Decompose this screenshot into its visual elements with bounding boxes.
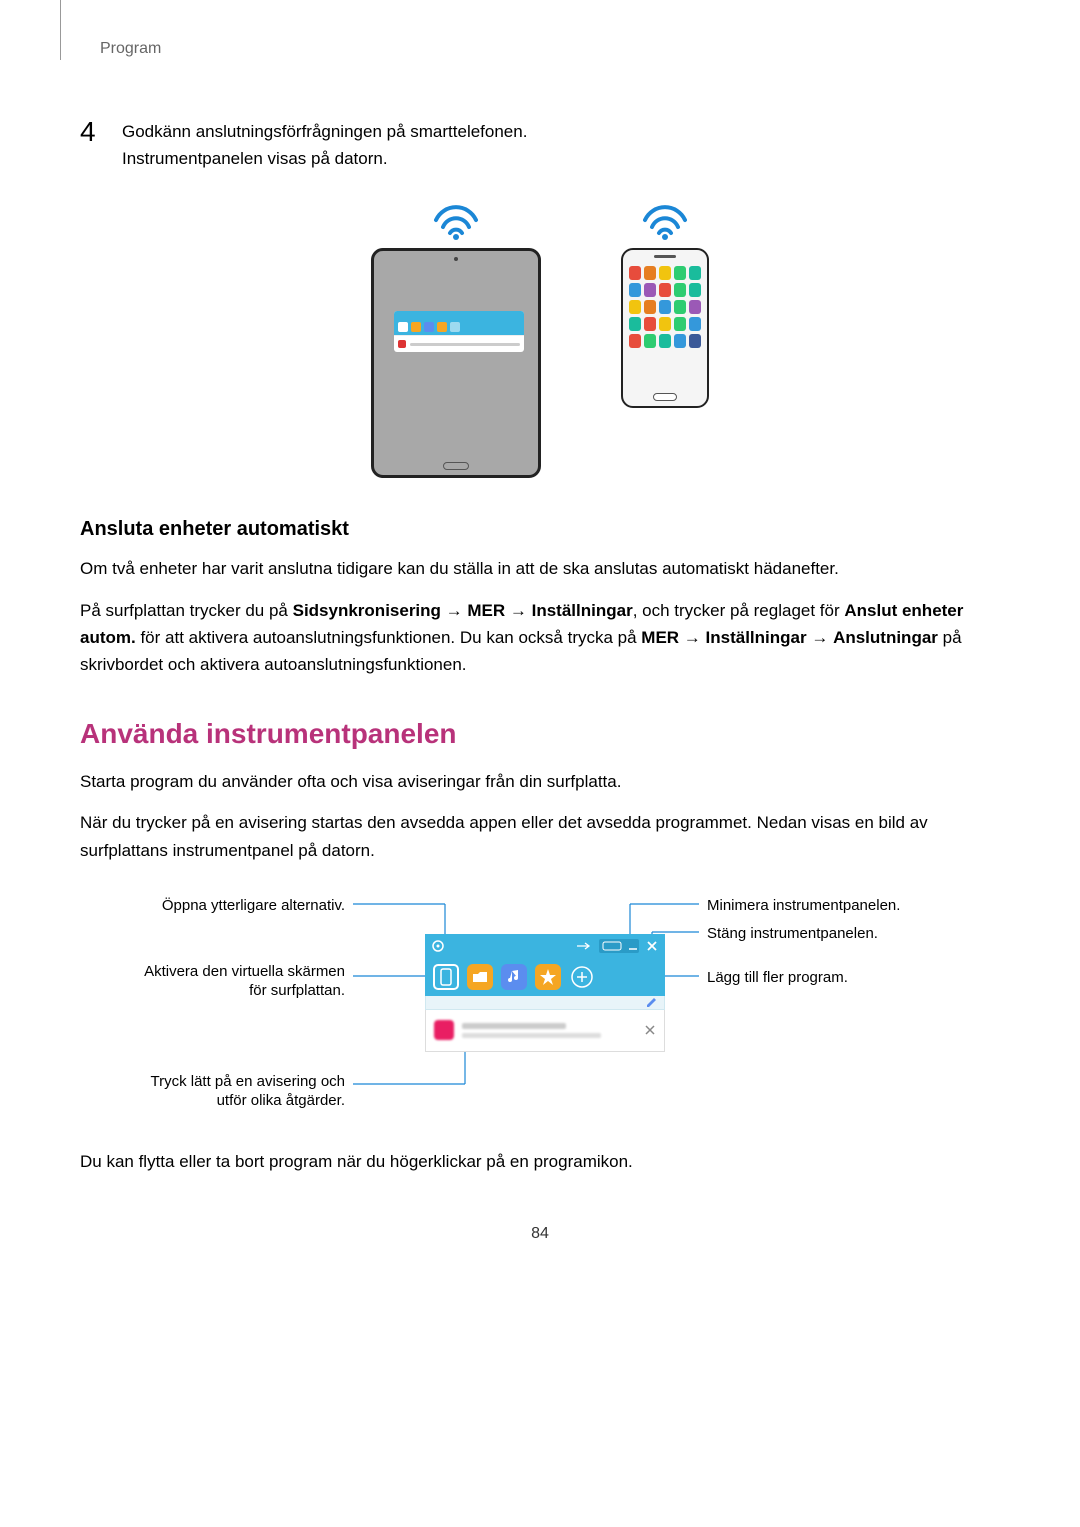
- dismiss-icon: [644, 1024, 656, 1036]
- minimize-icon: [599, 939, 639, 953]
- usb-icon: [575, 940, 593, 952]
- callout-notification: Tryck lätt på en avisering ochutför olik…: [105, 1072, 345, 1111]
- step-line1: Godkänn anslutningsförfrågningen på smar…: [122, 122, 527, 141]
- tablet-screen-icon: [433, 964, 459, 990]
- auto-p2: På surfplattan trycker du på Sidsynkroni…: [80, 597, 1000, 679]
- notif-app-icon: [434, 1020, 454, 1040]
- callout-close: Stäng instrumentpanelen.: [707, 924, 878, 944]
- step-line2: Instrumentpanelen visas på datorn.: [122, 149, 388, 168]
- auto-p1: Om två enheter har varit anslutna tidiga…: [80, 555, 1000, 582]
- page-header: Program: [80, 40, 1000, 58]
- phone-col: [621, 202, 709, 478]
- panel-notification: [425, 1010, 665, 1052]
- devices-illustration: [80, 202, 1000, 478]
- wifi-icon: [640, 202, 690, 240]
- gear-icon: [431, 939, 445, 953]
- panel-top-bar: [425, 934, 665, 958]
- music-icon: [501, 964, 527, 990]
- header-divider: [60, 0, 61, 60]
- close-icon: [645, 939, 659, 953]
- use-p2: När du trycker på en avisering startas d…: [80, 809, 1000, 863]
- tablet-device: [371, 248, 541, 478]
- panel-sub-bar: [425, 996, 665, 1010]
- star-icon: [535, 964, 561, 990]
- add-app-icon: [569, 964, 595, 990]
- callout-virtual-screen: Aktivera den virtuella skärmenför surfpl…: [105, 962, 345, 1001]
- folder-icon: [467, 964, 493, 990]
- step-text: Godkänn anslutningsförfrågningen på smar…: [122, 118, 1000, 172]
- callout-minimize: Minimera instrumentpanelen.: [707, 896, 900, 916]
- callout-add-apps: Lägg till fler program.: [707, 968, 848, 988]
- use-p1: Starta program du använder ofta och visa…: [80, 768, 1000, 795]
- step-4: 4 Godkänn anslutningsförfrågningen på sm…: [80, 118, 1000, 172]
- auto-connect-heading: Ansluta enheter automatiskt: [80, 518, 1000, 541]
- tablet-col: [371, 202, 541, 478]
- page-number: 84: [80, 1225, 1000, 1243]
- edit-icon: [646, 997, 658, 1007]
- phone-device: [621, 248, 709, 408]
- dashboard-panel: [425, 934, 665, 1064]
- wifi-icon: [431, 202, 481, 240]
- callout-options: Öppna ytterligare alternativ.: [105, 896, 345, 916]
- use-p3: Du kan flytta eller ta bort program när …: [80, 1148, 1000, 1175]
- step-number: 4: [80, 118, 104, 146]
- use-panel-heading: Använda instrumentpanelen: [80, 718, 1000, 750]
- dashboard-diagram: Öppna ytterligare alternativ. Aktivera d…: [105, 884, 975, 1124]
- tablet-panel: [394, 311, 524, 352]
- panel-apps-bar: [425, 958, 665, 996]
